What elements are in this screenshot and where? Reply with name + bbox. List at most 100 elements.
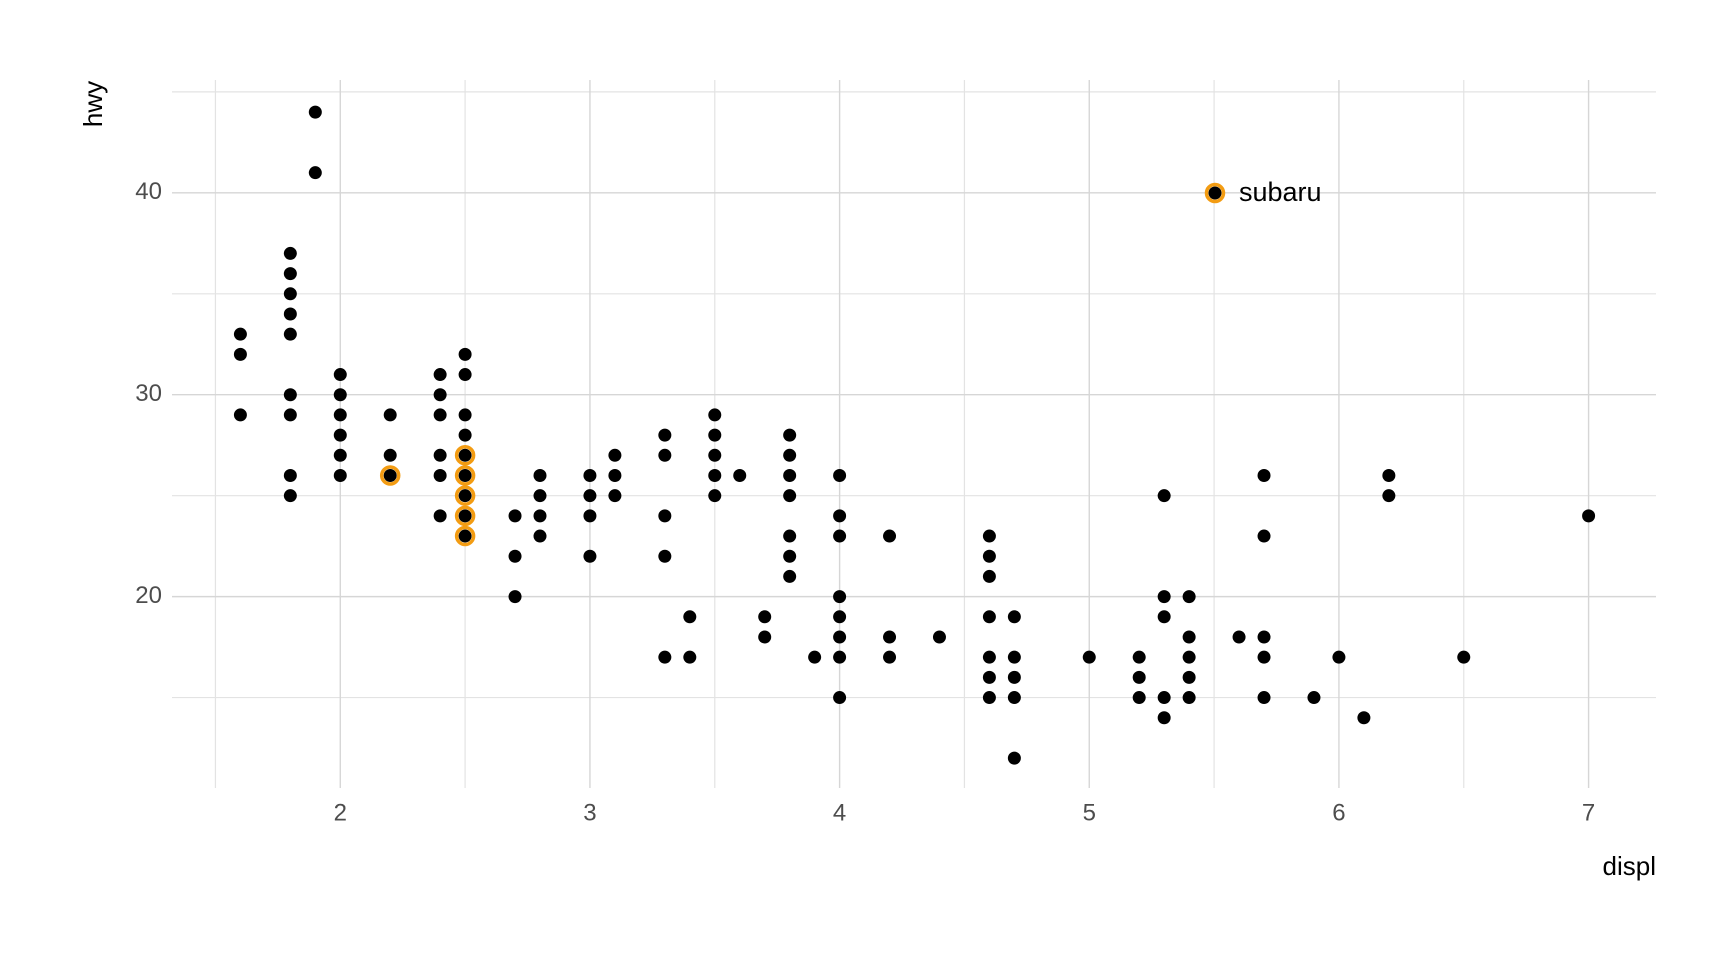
point (333, 368, 347, 382)
point (1157, 711, 1171, 725)
point (433, 468, 447, 482)
point (1082, 650, 1096, 664)
point (458, 368, 472, 382)
point (233, 327, 247, 341)
point (1132, 691, 1146, 705)
point (383, 448, 397, 462)
point (433, 448, 447, 462)
point (658, 428, 672, 442)
highlight-point (454, 465, 476, 486)
point (1007, 751, 1021, 765)
point (658, 650, 672, 664)
point (658, 448, 672, 462)
y-tick-label: 30 (135, 380, 162, 407)
x-tick-label: 5 (1083, 799, 1096, 826)
point (1182, 691, 1196, 705)
point (708, 448, 722, 462)
point (458, 347, 472, 361)
point (533, 468, 547, 482)
x-axis-title: displ (1603, 851, 1656, 881)
point (283, 267, 297, 281)
point (982, 610, 996, 624)
point (982, 529, 996, 543)
legend-ring (1204, 182, 1226, 204)
x-tick-label: 6 (1332, 799, 1345, 826)
point (433, 408, 447, 422)
point (982, 569, 996, 583)
point (833, 650, 847, 664)
highlight-point (454, 445, 476, 466)
point (833, 691, 847, 705)
point (982, 650, 996, 664)
point (1157, 691, 1171, 705)
x-tick-label: 4 (833, 799, 846, 826)
legend-dot (1208, 186, 1222, 200)
point (1132, 650, 1146, 664)
point (982, 670, 996, 684)
point (658, 549, 672, 563)
legend-label: subaru (1239, 177, 1322, 207)
point (1332, 650, 1346, 664)
point (433, 509, 447, 523)
point (1582, 509, 1596, 523)
point (683, 610, 697, 624)
point (283, 307, 297, 321)
point (783, 468, 797, 482)
point (783, 529, 797, 543)
point (283, 327, 297, 341)
point (433, 368, 447, 382)
point (783, 428, 797, 442)
point (982, 549, 996, 563)
point (708, 428, 722, 442)
point (458, 509, 472, 523)
point (883, 630, 897, 644)
highlight-point (454, 505, 476, 527)
point (1182, 590, 1196, 604)
point (783, 489, 797, 503)
point (333, 408, 347, 422)
highlight-point (454, 525, 476, 547)
point (783, 448, 797, 462)
point (1007, 650, 1021, 664)
point (283, 489, 297, 503)
point (1157, 590, 1171, 604)
x-tick-label: 2 (334, 799, 347, 826)
point (283, 408, 297, 422)
point (1307, 691, 1321, 705)
highlight-point (454, 485, 476, 506)
point (808, 650, 822, 664)
point (383, 408, 397, 422)
point (932, 630, 946, 644)
point (533, 489, 547, 503)
point (1457, 650, 1471, 664)
point (383, 468, 397, 482)
point (508, 590, 522, 604)
x-tick-label: 3 (583, 799, 596, 826)
point (583, 509, 597, 523)
y-axis-title: hwy (78, 81, 108, 127)
point (308, 166, 322, 180)
point (333, 448, 347, 462)
point (533, 529, 547, 543)
point (733, 468, 747, 482)
point (1232, 630, 1246, 644)
point (1182, 670, 1196, 684)
point (283, 468, 297, 482)
point (308, 105, 322, 119)
point (833, 630, 847, 644)
point (283, 388, 297, 402)
point (1357, 711, 1371, 725)
point (458, 489, 472, 503)
point (683, 650, 697, 664)
point (1382, 468, 1396, 482)
point (833, 509, 847, 523)
x-tick-label: 7 (1582, 799, 1595, 826)
point (1182, 630, 1196, 644)
point (708, 468, 722, 482)
point (583, 468, 597, 482)
point (708, 489, 722, 503)
point (508, 509, 522, 523)
point (1157, 610, 1171, 624)
point (608, 489, 622, 503)
point (458, 529, 472, 543)
